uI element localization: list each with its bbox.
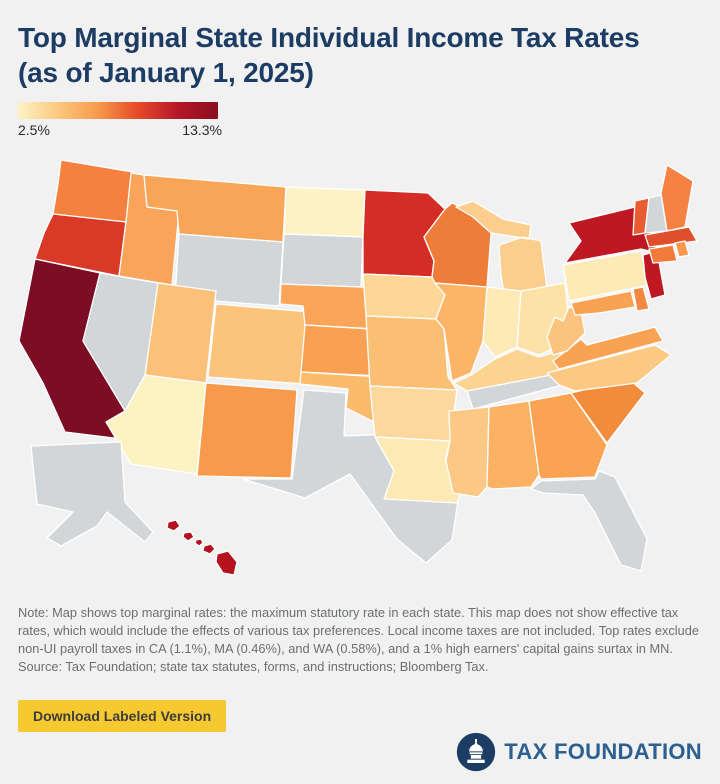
state-HI[interactable]: [166, 519, 238, 576]
download-labeled-version-button[interactable]: Download Labeled Version: [18, 700, 227, 732]
state-DE[interactable]: [632, 286, 650, 312]
state-ME[interactable]: [660, 164, 694, 232]
legend-max-label: 13.3%: [182, 122, 222, 138]
source-text: Source: Tax Foundation; state tax statut…: [18, 658, 489, 674]
state-WA[interactable]: [52, 159, 134, 223]
state-TX[interactable]: [242, 389, 463, 564]
page-title: Top Marginal State Individual Income Tax…: [18, 22, 640, 88]
us-choropleth-map: [5, 146, 715, 596]
state-WY[interactable]: [174, 233, 284, 307]
state-AR[interactable]: [369, 385, 458, 442]
state-SD[interactable]: [280, 233, 364, 288]
state-IA[interactable]: [362, 273, 446, 320]
note-text: Note: Map shows top marginal rates: the …: [18, 605, 699, 656]
footer: Download Labeled Version TAX FOUNDATION: [18, 700, 702, 778]
capitol-dome-icon: [456, 732, 496, 772]
state-UT[interactable]: [144, 282, 217, 384]
state-NM[interactable]: [196, 382, 298, 479]
state-CO[interactable]: [207, 303, 311, 385]
color-gradient-bar: [18, 102, 218, 119]
color-scale-legend: 2.5% 13.3%: [18, 102, 222, 138]
tax-foundation-logo: TAX FOUNDATION: [456, 732, 702, 772]
state-AK[interactable]: [30, 441, 154, 547]
state-IN[interactable]: [482, 286, 522, 358]
state-CT[interactable]: [648, 244, 678, 264]
state-NC[interactable]: [546, 344, 672, 392]
state-ND[interactable]: [283, 186, 366, 238]
state-VA[interactable]: [552, 326, 664, 370]
state-MS[interactable]: [445, 406, 490, 498]
state-RI[interactable]: [674, 240, 690, 258]
brand-name: TAX FOUNDATION: [504, 739, 702, 764]
state-FL[interactable]: [530, 470, 648, 572]
legend-min-label: 2.5%: [18, 122, 50, 138]
state-MD[interactable]: [570, 290, 636, 316]
us-map-svg: [18, 159, 698, 576]
footnotes: Note: Map shows top marginal rates: the …: [18, 604, 708, 676]
